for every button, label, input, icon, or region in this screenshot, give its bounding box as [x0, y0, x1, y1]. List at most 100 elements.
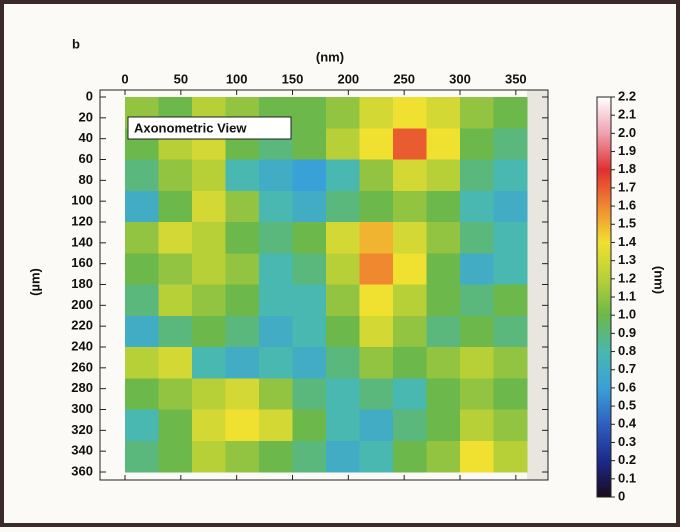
heatmap-cell: [125, 441, 159, 473]
heatmap-cell: [159, 347, 193, 379]
heatmap-cell: [226, 316, 260, 348]
colorbar-tick-label: 1.8: [618, 161, 636, 176]
heatmap-cell: [259, 410, 293, 442]
y-tick-label: 360: [71, 463, 93, 478]
heatmap-cell: [494, 347, 528, 379]
heatmap-cell: [494, 160, 528, 192]
heatmap-cell: [326, 128, 360, 160]
y-tick-label: 80: [79, 172, 93, 187]
y-tick-label: 280: [71, 380, 93, 395]
heatmap-cell: [125, 222, 159, 254]
heatmap-cell: [192, 441, 226, 473]
heatmap-cell: [259, 347, 293, 379]
y-axis-label: (µm): [27, 268, 42, 296]
heatmap-cell: [159, 253, 193, 285]
colorbar-tick-label: 0.8: [618, 343, 636, 358]
heatmap-cell: [159, 378, 193, 410]
heatmap-cell: [192, 191, 226, 223]
heatmap-cell: [393, 410, 427, 442]
y-tick-label: 0: [86, 88, 93, 103]
heatmap-cell: [460, 160, 494, 192]
heatmap-cell: [393, 285, 427, 317]
heatmap-cell: [293, 378, 327, 410]
heatmap-cell: [293, 253, 327, 285]
colorbar-tick-label: 2.1: [618, 107, 636, 122]
heatmap-cell: [427, 253, 461, 285]
heatmap-cell: [427, 410, 461, 442]
heatmap-cell: [293, 285, 327, 317]
heatmap-cell: [360, 316, 394, 348]
heatmap-cell: [125, 410, 159, 442]
heatmap-cell: [192, 347, 226, 379]
x-tick-label: 150: [282, 71, 304, 86]
colorbar-tick-label: 1.6: [618, 198, 636, 213]
heatmap-cell: [226, 160, 260, 192]
heatmap-cell: [360, 97, 394, 129]
colorbar-tick-label: 0.2: [618, 452, 636, 467]
heatmap-cell: [125, 191, 159, 223]
heatmap-cell: [159, 160, 193, 192]
heatmap-cell: [360, 285, 394, 317]
y-tick-label: 260: [71, 359, 93, 374]
y-tick-label: 220: [71, 318, 93, 333]
heatmap-cell: [259, 160, 293, 192]
heatmap-cell: [293, 222, 327, 254]
heatmap-cell: [494, 378, 528, 410]
heatmap-cell: [494, 253, 528, 285]
x-tick-label: 100: [226, 71, 248, 86]
heatmap-cell: [192, 160, 226, 192]
heatmap-cell: [125, 253, 159, 285]
chart: b (nm) (µm) (nm) Axonometric View 050100…: [0, 0, 680, 527]
heatmap-cell: [226, 222, 260, 254]
x-tick-label: 50: [174, 71, 188, 86]
y-tick-label: 320: [71, 422, 93, 437]
x-tick-label: 350: [505, 71, 527, 86]
heatmap-cell: [427, 191, 461, 223]
heatmap-cell: [125, 285, 159, 317]
heatmap-cell: [427, 97, 461, 129]
heatmap-cell: [360, 378, 394, 410]
heatmap-cell: [326, 316, 360, 348]
heatmap-cell: [360, 191, 394, 223]
colorbar-tick-label: 2.0: [618, 125, 636, 140]
colorbar-tick-label: 1.4: [618, 234, 637, 249]
heatmap-cell: [460, 97, 494, 129]
heatmap-cell: [494, 441, 528, 473]
y-tick-label: 60: [79, 151, 93, 166]
heatmap-cell: [125, 160, 159, 192]
heatmap-cell: [293, 347, 327, 379]
x-tick-label: 0: [121, 71, 128, 86]
x-axis-label: (nm): [316, 49, 344, 64]
y-tick-label: 20: [79, 109, 93, 124]
heatmap-cell: [326, 97, 360, 129]
heatmap-cell: [125, 378, 159, 410]
heatmap-cell: [360, 410, 394, 442]
y-tick-label: 160: [71, 255, 93, 270]
heatmap-cell: [226, 347, 260, 379]
y-tick-label: 340: [71, 443, 93, 458]
heatmap-cell: [326, 191, 360, 223]
heatmap-cell: [293, 128, 327, 160]
heatmap-cell: [159, 316, 193, 348]
heatmap-cell: [192, 222, 226, 254]
heatmap-cell: [460, 347, 494, 379]
heatmap-cell: [259, 378, 293, 410]
heatmap-cell: [427, 285, 461, 317]
heatmap-cell: [494, 410, 528, 442]
y-tick-label: 180: [71, 276, 93, 291]
heatmap-cell: [360, 128, 394, 160]
heatmap-cell: [393, 347, 427, 379]
y-tick-label: 100: [71, 193, 93, 208]
x-tick-label: 250: [393, 71, 415, 86]
colorbar-tick-label: 1.7: [618, 179, 636, 194]
heatmap-cell: [460, 316, 494, 348]
heatmap-cell: [360, 222, 394, 254]
heatmap-cell: [326, 285, 360, 317]
heatmap-cell: [159, 222, 193, 254]
heatmap-cell: [427, 347, 461, 379]
heatmap-cell: [326, 347, 360, 379]
y-tick-label: 120: [71, 213, 93, 228]
heatmap-cell: [326, 441, 360, 473]
heatmap-cell: [326, 253, 360, 285]
annotation: Axonometric View: [134, 120, 247, 135]
